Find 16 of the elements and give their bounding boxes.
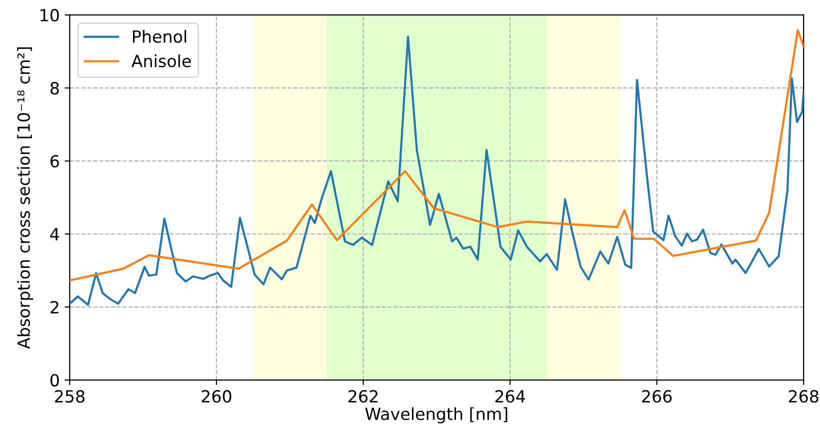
- x-tick-label: 260: [202, 390, 232, 403]
- x-axis-title: Wavelength [nm]: [365, 407, 508, 424]
- y-tick-label: 6: [50, 154, 59, 168]
- x-tick-label: 264: [495, 390, 526, 403]
- y-tick-label: 8: [50, 82, 59, 95]
- x-tick-label: 262: [348, 390, 378, 403]
- legend-label: Anisole: [131, 54, 191, 68]
- y-tick-label: 2: [50, 300, 58, 314]
- x-tick-label: 258: [55, 390, 84, 403]
- y-tick-label: 10: [40, 8, 59, 22]
- x-tick-label: 268: [788, 390, 818, 403]
- y-axis-title: Absorption cross section [10⁻¹⁸ cm²]: [17, 47, 34, 349]
- y-tick-label: 0: [50, 374, 59, 387]
- y-tick-label: 4: [50, 228, 60, 240]
- legend-label: Phenol: [133, 30, 186, 43]
- x-tick-label: 266: [642, 390, 672, 403]
